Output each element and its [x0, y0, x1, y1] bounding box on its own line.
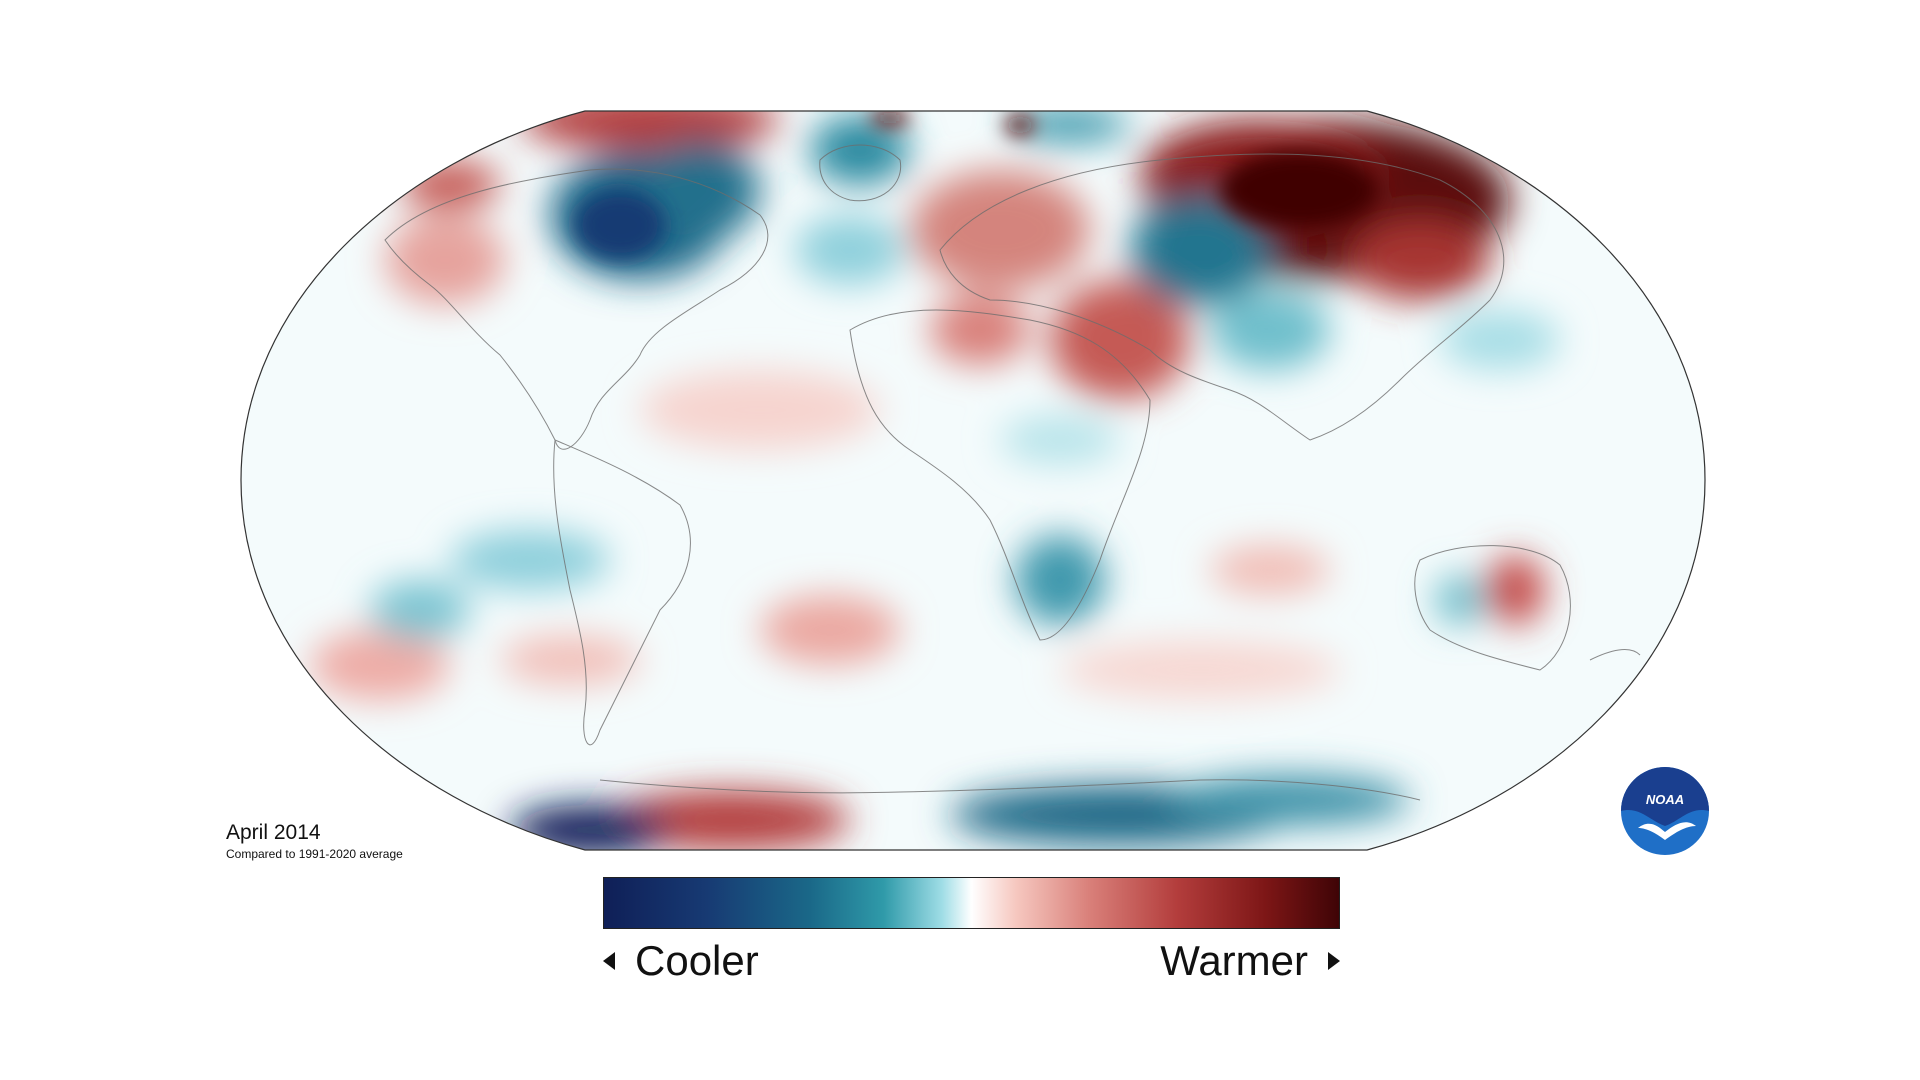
legend-color-bar: [603, 877, 1340, 929]
map-field: [241, 111, 1705, 850]
right-arrow-icon: [1328, 952, 1340, 970]
map-caption: April 2014 Compared to 1991-2020 average: [226, 820, 403, 862]
map-subtitle: Compared to 1991-2020 average: [226, 847, 403, 861]
map-title: April 2014: [226, 821, 321, 844]
legend-cooler-label: Cooler: [635, 937, 759, 984]
legend-cooler: Cooler: [603, 937, 759, 985]
noaa-logo-icon: NOAA: [1621, 767, 1709, 855]
noaa-logo-text: NOAA: [1646, 792, 1684, 807]
legend-warmer: Warmer: [1160, 937, 1340, 985]
legend-warmer-label: Warmer: [1160, 937, 1308, 984]
color-legend: Cooler Warmer: [603, 877, 1340, 993]
coastlines: [384, 144, 1641, 801]
legend-labels: Cooler Warmer: [603, 937, 1340, 993]
left-arrow-icon: [603, 952, 615, 970]
globe-outline: [240, 110, 1706, 851]
